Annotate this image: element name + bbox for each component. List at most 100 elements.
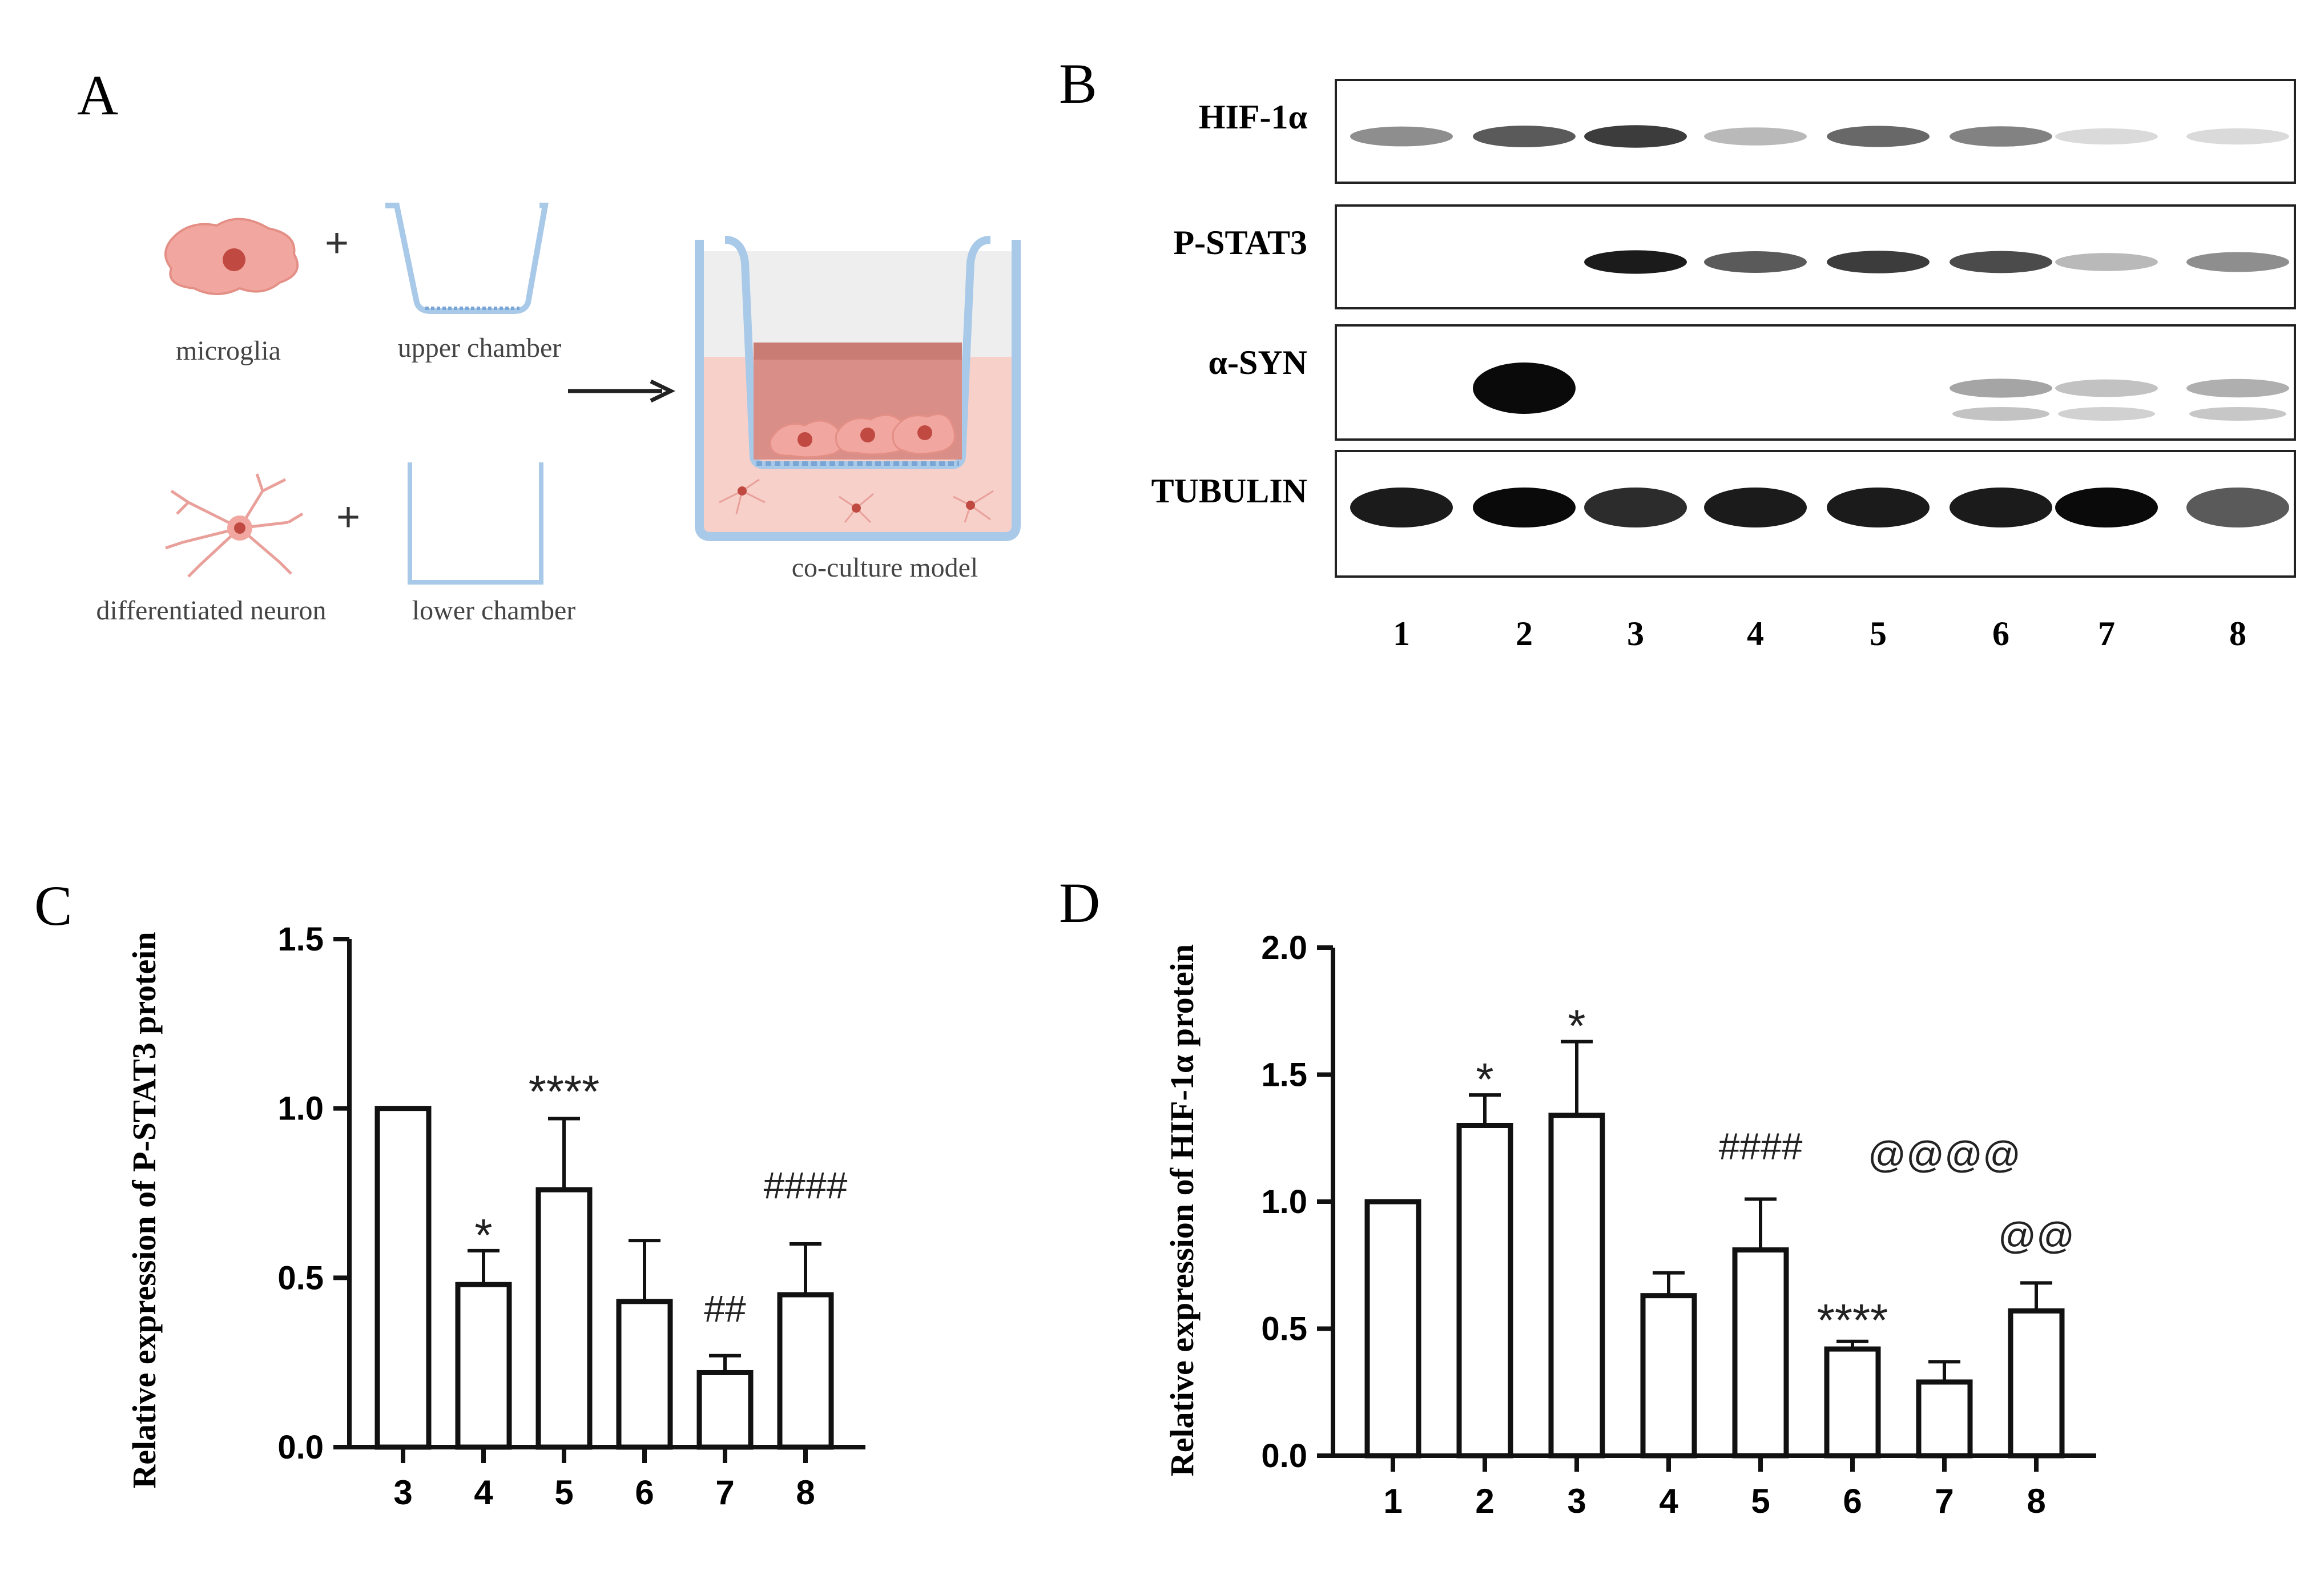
significance-annotation: **** xyxy=(529,1066,600,1117)
upper-chamber-label: upper chamber xyxy=(398,333,562,363)
significance-annotation: @@@@ xyxy=(1868,1133,2021,1175)
x-tick-label: 5 xyxy=(1751,1482,1770,1520)
bar xyxy=(1364,1199,1421,1459)
lane-number: 5 xyxy=(1870,615,1887,652)
blot-row-label: TUBULIN xyxy=(1151,472,1307,510)
lane-number: 7 xyxy=(2098,615,2115,652)
x-tick-label: 3 xyxy=(393,1473,412,1512)
significance-annotation: #### xyxy=(764,1164,848,1206)
bar xyxy=(1548,1113,1605,1459)
bar xyxy=(1916,1379,1973,1459)
y-tick-label: 1.5 xyxy=(277,921,324,958)
x-tick-label: 7 xyxy=(1935,1482,1954,1520)
y-tick-label: 0.5 xyxy=(1261,1311,1307,1348)
y-tick-label: 1.0 xyxy=(277,1090,324,1127)
blot-band xyxy=(2186,378,2289,398)
y-tick-label: 1.0 xyxy=(1261,1183,1307,1221)
blot-band xyxy=(1704,488,1807,527)
x-tick-label: 1 xyxy=(1383,1482,1402,1520)
blot-band xyxy=(2055,488,2158,527)
lane-number: 2 xyxy=(1516,615,1533,652)
significance-annotation: **** xyxy=(1817,1295,1888,1346)
bar xyxy=(696,1370,754,1450)
lower-chamber-icon xyxy=(408,462,543,585)
bar xyxy=(1456,1123,1513,1459)
x-tick-label: 4 xyxy=(474,1473,493,1512)
blot-band xyxy=(1584,488,1687,527)
blot-row-label: α-SYN xyxy=(1209,344,1308,381)
lane-number: 1 xyxy=(1393,615,1410,652)
chart-c: 0.00.51.01.53 4 5 6 7 8*****###### xyxy=(277,921,865,1512)
blot-band-secondary xyxy=(2189,407,2286,421)
blot-band xyxy=(1473,488,1576,527)
x-tick-label: 2 xyxy=(1475,1482,1494,1520)
chart-d-y-axis-label: Relative expression of HIF-1α protein xyxy=(1163,944,1201,1476)
lane-number: 8 xyxy=(2229,615,2246,652)
blot-band xyxy=(2186,252,2289,272)
blot-band xyxy=(1950,126,2052,147)
y-tick-label: 0.0 xyxy=(1261,1437,1307,1475)
panel-d-letter: D xyxy=(1059,871,1100,935)
x-tick-label: 8 xyxy=(2027,1482,2045,1520)
blot-band xyxy=(1584,125,1687,148)
bar xyxy=(455,1282,512,1450)
co-culture-model-icon xyxy=(695,236,1021,541)
significance-annotation: * xyxy=(474,1210,492,1260)
blot-band xyxy=(1827,251,1930,273)
arrow-icon xyxy=(568,379,676,403)
western-blot: HIF-1α P-STAT3 α-SYN TUBULIN 1 2 3 4 5 6 7 8 xyxy=(1151,79,2296,652)
plus-sign-top: + xyxy=(325,220,349,266)
blot-band xyxy=(2055,253,2158,271)
blot-band xyxy=(2055,128,2158,145)
lane-number: 6 xyxy=(1992,615,2009,652)
neuron-icon xyxy=(165,473,304,578)
blot-row-label: HIF-1α xyxy=(1199,98,1307,136)
chart-d: 0.00.51.01.52.01 2 3 4 5 6 7 8**####****@@@@@@ xyxy=(1261,929,2096,1520)
y-tick-label: 0.0 xyxy=(277,1429,324,1466)
y-tick-label: 0.5 xyxy=(277,1259,324,1296)
blot-band xyxy=(2055,379,2158,397)
differentiated-neuron-label: differentiated neuron xyxy=(96,595,327,626)
x-tick-label: 6 xyxy=(1843,1482,1862,1520)
blot-band xyxy=(1584,250,1687,274)
y-tick-label: 2.0 xyxy=(1261,929,1307,966)
blot-band xyxy=(1704,251,1807,273)
blot-band xyxy=(1350,488,1453,527)
bar xyxy=(777,1292,834,1450)
blot-band xyxy=(2186,128,2289,145)
blot-band-secondary xyxy=(1952,407,2049,421)
panel-b-letter: B xyxy=(1059,52,1097,115)
upper-chamber-icon xyxy=(385,203,549,314)
blot-band xyxy=(1827,126,1930,147)
panel-a-letter: A xyxy=(77,63,118,127)
plus-sign-bottom: + xyxy=(336,494,360,540)
blot-band xyxy=(1473,362,1576,414)
microglia-icon xyxy=(164,217,299,295)
blot-band xyxy=(1704,127,1807,146)
x-tick-label: 5 xyxy=(554,1473,573,1512)
blot-row-frame xyxy=(1335,204,2296,309)
significance-annotation: * xyxy=(1476,1054,1493,1105)
bar xyxy=(1732,1247,1789,1459)
lower-chamber-label: lower chamber xyxy=(412,595,576,626)
bar xyxy=(535,1187,593,1450)
bar xyxy=(1640,1293,1697,1459)
x-tick-label: 7 xyxy=(715,1473,734,1512)
blot-band xyxy=(1350,126,1453,147)
chart-c-y-axis-label: Relative expression of P-STAT3 protein xyxy=(126,932,163,1488)
x-tick-label: 4 xyxy=(1659,1482,1678,1520)
x-tick-label: 8 xyxy=(796,1473,815,1512)
panel-d: D Relative expression of HIF-1α protein … xyxy=(1059,871,2096,1520)
bar xyxy=(1824,1346,1881,1459)
bar xyxy=(2008,1308,2065,1459)
significance-annotation: #### xyxy=(1719,1125,1803,1167)
blot-row-label: P-STAT3 xyxy=(1174,224,1307,261)
panel-a: A + microglia upper chamber + differenti… xyxy=(77,63,1021,626)
panel-c-letter: C xyxy=(34,874,73,937)
bar xyxy=(616,1299,673,1450)
panel-b: B HIF-1α P-STAT3 α-SYN TUBULIN 1 2 3 4 5 6 7 8 xyxy=(1059,52,2296,652)
blot-band xyxy=(1950,251,2052,273)
significance-annotation: @@ xyxy=(1998,1214,2075,1256)
blot-band-secondary xyxy=(2058,407,2155,421)
